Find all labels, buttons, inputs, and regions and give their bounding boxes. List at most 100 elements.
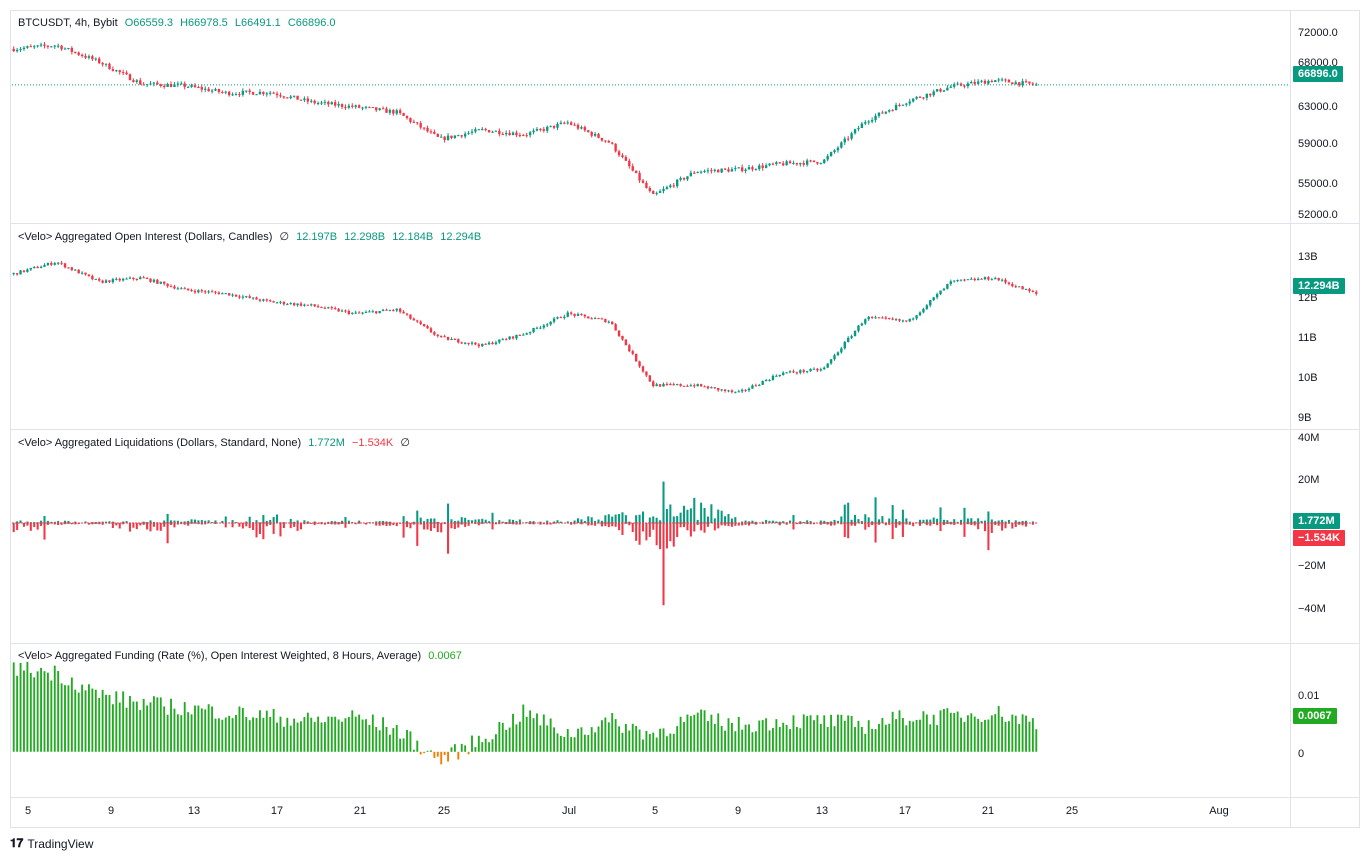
price-candle — [932, 91, 935, 96]
price-candle — [15, 49, 19, 52]
price-candle — [823, 159, 826, 164]
price-candle — [997, 79, 1000, 81]
price-candle — [703, 170, 706, 172]
oi-candle — [135, 278, 139, 280]
oi-candle — [710, 387, 713, 389]
oi-candle — [754, 385, 758, 387]
price-candle — [217, 89, 221, 92]
price-candle — [549, 125, 552, 127]
oi-candle — [1017, 286, 1021, 288]
oi-candle — [364, 311, 368, 313]
price-candle — [265, 93, 268, 95]
pane-separator — [10, 429, 1360, 430]
oi-candle — [484, 343, 487, 345]
oi-candle — [176, 288, 180, 290]
x-tick: 13 — [815, 805, 829, 817]
oi-candle — [118, 278, 121, 281]
oi-candle — [214, 291, 217, 293]
price-candle — [573, 124, 576, 126]
price-candle — [381, 108, 385, 110]
liq-marker: ∅ — [400, 437, 410, 449]
price-candle — [590, 132, 593, 136]
oi-candle — [850, 336, 853, 338]
oi-candle — [467, 342, 470, 344]
liq-neg-tag: −1.534K — [1293, 530, 1345, 546]
price-candle — [905, 103, 908, 105]
tradingview-logo[interactable]: 𝟏𝟕 TradingView — [10, 836, 93, 851]
oi-candle — [956, 280, 959, 282]
oi-title[interactable]: <Velo> Aggregated Open Interest (Dollars… — [18, 231, 273, 243]
price-candle — [665, 187, 669, 190]
x-tick: 25 — [1065, 805, 1079, 817]
liq-title[interactable]: <Velo> Aggregated Liquidations (Dollars,… — [18, 437, 302, 449]
oi-candle — [392, 310, 395, 312]
price-candle — [43, 44, 46, 46]
price-candle — [843, 138, 846, 143]
oi-candle — [911, 318, 915, 320]
price-candle — [542, 129, 546, 131]
price-candle — [1014, 82, 1017, 85]
price-candle — [699, 171, 703, 173]
price-candle — [648, 188, 652, 192]
oi-candle — [532, 327, 535, 333]
price-candle — [805, 160, 809, 165]
price-candle — [26, 46, 29, 48]
price-candle — [894, 104, 898, 111]
price-candle — [532, 130, 535, 133]
price-candle — [771, 163, 775, 165]
price-candle — [655, 192, 658, 194]
price-candle — [128, 74, 132, 81]
price-candle — [751, 167, 754, 170]
oi-candle — [412, 318, 416, 321]
oi-high: 12.298B — [344, 231, 386, 243]
symbol-label[interactable]: BTCUSDT, 4h, Bybit — [18, 17, 118, 29]
oi-candle — [190, 290, 193, 292]
price-candle — [299, 99, 303, 101]
oi-candle — [234, 294, 238, 297]
price-candle — [881, 112, 884, 114]
oi-candle — [559, 317, 563, 319]
price-candle — [487, 130, 491, 133]
price-candle — [460, 135, 463, 137]
funding-title[interactable]: <Velo> Aggregated Funding (Rate (%), Ope… — [18, 650, 422, 662]
oi-candle — [744, 389, 747, 391]
price-candle — [234, 94, 238, 96]
price-candle — [628, 160, 631, 167]
price-candle — [385, 108, 388, 113]
price-candle — [111, 69, 115, 71]
price-candle — [53, 45, 56, 47]
price-candle — [607, 141, 610, 143]
oi-candle — [104, 280, 108, 283]
x-tick: 5 — [651, 805, 659, 817]
oi-candle — [477, 344, 481, 347]
price-candle — [1000, 79, 1004, 81]
oi-candle — [381, 309, 385, 311]
price-candle — [915, 96, 918, 99]
oi-candle — [833, 355, 836, 360]
oi-candle — [63, 263, 67, 268]
price-candle — [939, 89, 942, 92]
price-candle — [22, 47, 26, 50]
funding-value: 0.0067 — [428, 650, 462, 662]
oi-candle — [433, 332, 436, 335]
oi-candle — [953, 280, 956, 282]
oi-candle — [846, 337, 850, 342]
oi-candle — [292, 303, 296, 306]
price-candle — [166, 84, 169, 87]
price-candle — [634, 170, 638, 174]
oi-low: 12.184B — [392, 231, 434, 243]
price-candle — [768, 163, 771, 166]
oi-candle — [973, 278, 976, 281]
price-candle — [101, 63, 104, 65]
oi-candle — [706, 386, 710, 389]
price-candle — [378, 108, 381, 111]
oi-candle — [29, 267, 33, 270]
oi-candle — [1007, 282, 1011, 284]
price-candle — [730, 169, 734, 172]
oi-candle — [949, 281, 952, 285]
price-candle — [857, 128, 860, 130]
oi-candle — [535, 327, 539, 329]
price-candle — [583, 127, 587, 131]
price-candle — [918, 96, 922, 98]
